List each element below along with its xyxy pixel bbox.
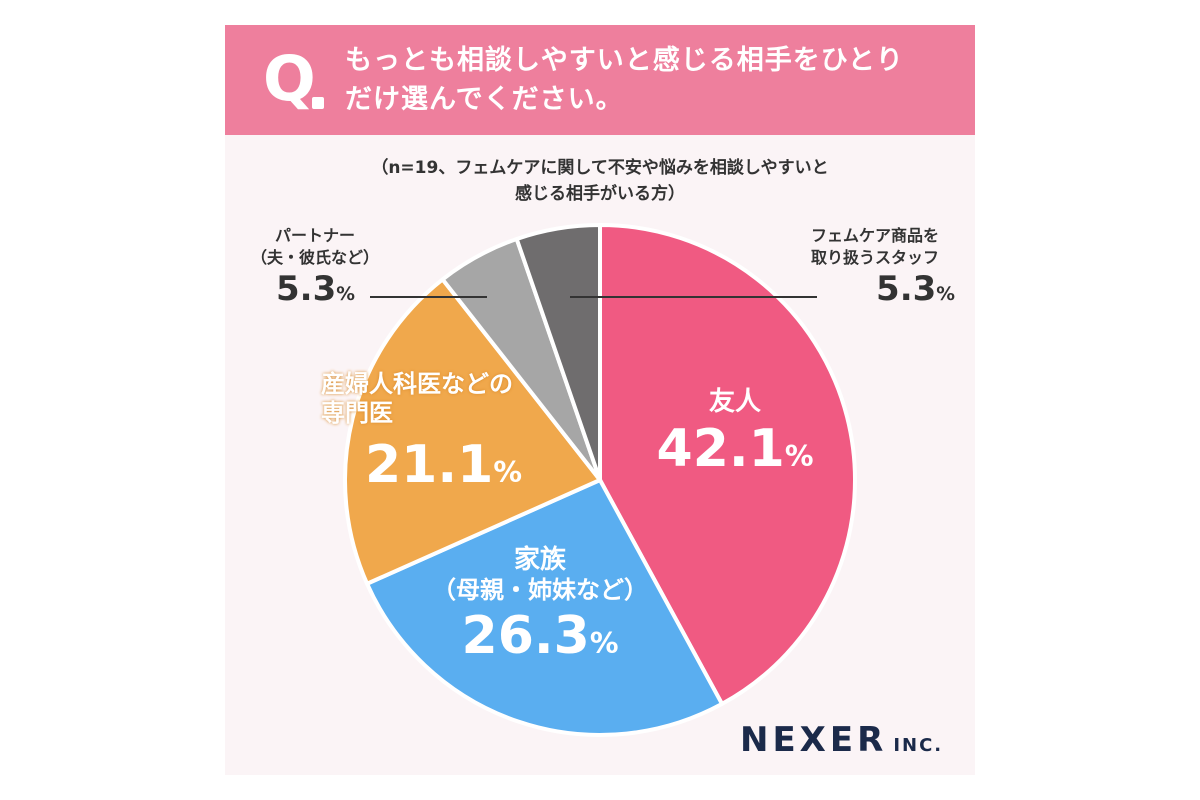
question-header: Q もっとも相談しやすいと感じる相手をひとり だけ選んでください。: [225, 25, 975, 135]
slice-label-staff: フェムケア商品を 取り扱うスタッフ 5.3%: [785, 225, 965, 310]
slice-name-family-sub: （母親・姉妹など）: [432, 576, 648, 605]
slice-name-family: 家族: [513, 545, 566, 575]
slice-name-doctor: 産婦人科医などの: [321, 370, 513, 398]
slice-value-partner: 5.3%: [276, 269, 355, 309]
slice-value-staff: 5.3%: [876, 269, 955, 309]
slice-name-friend: 友人: [708, 387, 761, 417]
slice-name-doctor-sub: 専門医: [321, 398, 393, 427]
slice-label-friend: 友人 42.1%: [655, 387, 815, 481]
pie-chart: [343, 223, 857, 737]
slice-label-partner: パートナー （夫・彼氏など） 5.3%: [240, 225, 390, 310]
sample-note: （n=19、フェムケアに関して不安や悩みを相談しやすいと 感じる相手がいる方）: [225, 155, 975, 207]
nexer-logo: NEXER INC.: [740, 720, 943, 760]
slice-label-doctor: 産婦人科医などの 専門医 21.1%: [321, 370, 571, 496]
q-dot: [312, 97, 324, 109]
logo-main: NEXER: [740, 720, 888, 760]
slice-value-family: 26.3%: [461, 605, 619, 666]
slice-name-staff: フェムケア商品を: [810, 226, 939, 245]
slice-name-partner: パートナー: [274, 226, 355, 245]
pie-slice-doctor: [343, 277, 602, 586]
logo-suffix: INC.: [893, 735, 944, 756]
slice-value-doctor: 21.1%: [365, 434, 522, 495]
slice-name-staff-sub: 取り扱うスタッフ: [810, 248, 939, 267]
slice-value-friend: 42.1%: [656, 419, 814, 480]
slice-name-partner-sub: （夫・彼氏など）: [250, 248, 379, 267]
chart-card: Q もっとも相談しやすいと感じる相手をひとり だけ選んでください。 （n=19、…: [225, 25, 975, 775]
question-title-line2: だけ選んでください。: [345, 84, 624, 115]
pie-slice-staff: [514, 223, 602, 482]
sample-note-line1: （n=19、フェムケアに関して不安や悩みを相談しやすいと: [371, 158, 829, 178]
q-label: Q: [263, 42, 316, 115]
slice-label-family: 家族 （母親・姉妹など） 26.3%: [410, 545, 670, 667]
question-title: もっとも相談しやすいと感じる相手をひとり だけ選んでください。: [345, 41, 955, 119]
pie-slice-friend: [598, 223, 857, 706]
sample-note-line2: 感じる相手がいる方）: [515, 184, 685, 204]
pie-slice-family: [365, 478, 725, 737]
question-title-line1: もっとも相談しやすいと感じる相手をひとり: [345, 45, 904, 76]
